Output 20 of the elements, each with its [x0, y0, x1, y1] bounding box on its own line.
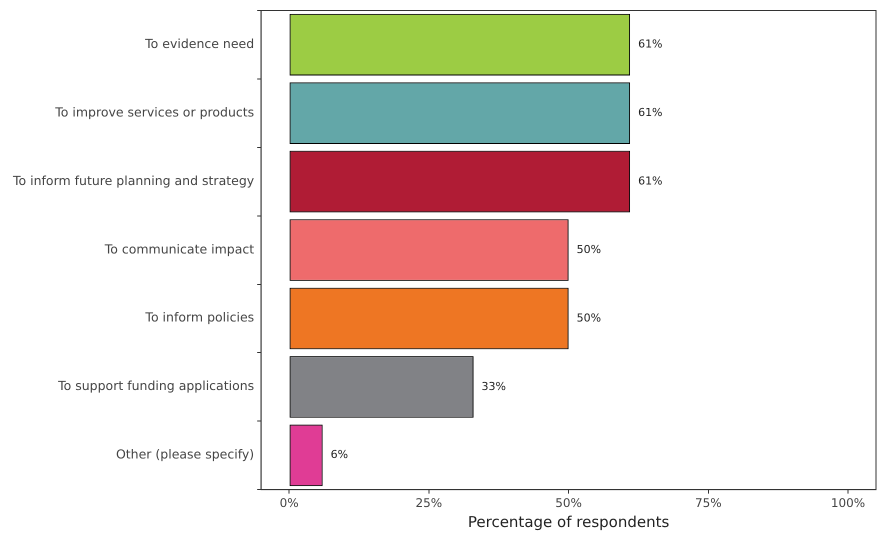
x-tick-label: 50% — [555, 496, 582, 510]
data-label: 6% — [330, 448, 348, 462]
x-axis-title: Percentage of respondents — [468, 512, 670, 531]
y-tick-label: To communicate impact — [104, 241, 254, 256]
y-tick-label: To inform future planning and strategy — [12, 172, 255, 188]
x-tick-label: 25% — [416, 496, 442, 510]
x-tick-label: 0% — [280, 496, 299, 510]
x-tick-label: 100% — [830, 496, 866, 510]
data-label: 50% — [576, 311, 602, 324]
x-tick-label: 75% — [694, 496, 722, 510]
data-label: 33% — [482, 380, 506, 393]
y-tick-label: Other (please specify) — [116, 446, 254, 462]
y-tick-label: To improve services or products — [54, 104, 254, 120]
y-tick-label: To inform policies — [144, 310, 254, 325]
data-label: 50% — [576, 242, 602, 256]
y-tick-label: To support funding applications — [57, 378, 254, 394]
data-label: 61% — [638, 174, 663, 188]
data-label: 61% — [638, 106, 663, 120]
y-tick-label: To evidence need — [144, 36, 254, 51]
data-label: 61% — [638, 38, 663, 51]
